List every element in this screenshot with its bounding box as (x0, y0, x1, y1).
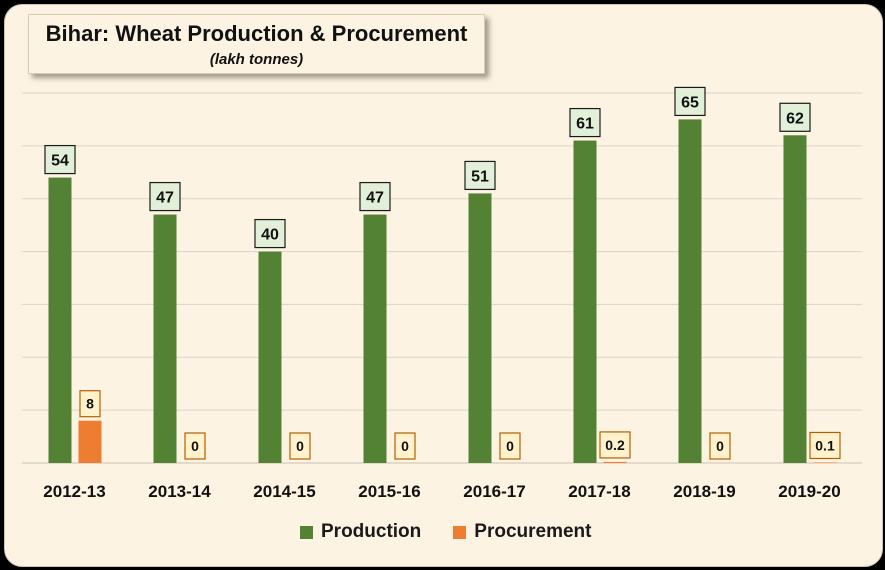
x-tick-label: 2013-14 (148, 482, 211, 501)
data-label-box-procurement (394, 432, 416, 460)
legend-item-procurement: Procurement (453, 521, 591, 543)
data-label-procurement: 0 (296, 438, 304, 454)
data-label-box-production (674, 86, 706, 117)
data-label-procurement: 0 (401, 438, 409, 454)
bar-production (468, 193, 492, 463)
x-tick-label: 2018-19 (673, 482, 735, 501)
chart-subtitle: (lakh tonnes) (209, 51, 304, 68)
data-label-procurement: 8 (86, 396, 94, 412)
data-label-procurement: 0 (191, 438, 199, 454)
data-label-box-procurement (709, 432, 731, 460)
data-label-procurement: 0 (716, 438, 724, 454)
data-label-production: 62 (786, 110, 804, 127)
x-tick-label: 2014-15 (253, 482, 315, 501)
chart-panel (4, 4, 883, 567)
bar-production (573, 140, 597, 464)
x-tick-label: 2016-17 (463, 482, 525, 501)
data-label-box-production (149, 181, 181, 212)
data-label-production: 51 (471, 168, 489, 185)
data-label-production: 47 (366, 190, 384, 207)
bar-production (783, 135, 807, 464)
bar-production (678, 119, 702, 463)
data-label-box-production (44, 144, 76, 175)
bar-production (153, 214, 177, 463)
data-label-production: 61 (576, 116, 594, 133)
data-label-production: 40 (261, 227, 279, 244)
data-label-production: 65 (681, 94, 699, 111)
x-tick-label: 2017-18 (568, 482, 630, 501)
data-label-box-production (254, 218, 286, 249)
x-tick-label: 2015-16 (358, 482, 420, 501)
data-label-box-production (779, 102, 811, 132)
legend-label-production: Production (321, 521, 422, 542)
data-label-box-procurement (499, 432, 521, 460)
data-label-procurement: 0.2 (605, 437, 625, 453)
legend-label-procurement: Procurement (474, 521, 592, 542)
data-label-production: 54 (51, 153, 69, 170)
data-label-procurement: 0.1 (815, 437, 835, 453)
bar-production (48, 177, 72, 464)
data-label-box-procurement (599, 431, 631, 459)
legend-swatch-procurement (453, 525, 467, 539)
x-tick-label: 2019-20 (778, 482, 840, 501)
data-label-box-production (359, 181, 391, 212)
legend-item-production: Production (300, 521, 421, 543)
chart-title: Bihar: Wheat Production & Procurement (45, 21, 468, 46)
data-label-box-procurement (79, 390, 101, 418)
data-label-box-production (569, 107, 601, 138)
data-label-box-procurement (289, 432, 311, 460)
legend-swatch-production (300, 525, 313, 539)
x-tick-label: 2012-13 (43, 482, 105, 501)
data-label-procurement: 0 (506, 438, 514, 454)
data-label-box-production (464, 160, 496, 191)
bar-procurement (78, 420, 102, 463)
chart-title-box: Bihar: Wheat Production & Procurement (l… (28, 14, 485, 74)
data-label-box-procurement (809, 431, 841, 460)
data-label-production: 47 (156, 190, 174, 207)
data-label-box-procurement (184, 432, 206, 460)
bar-procurement (813, 462, 837, 463)
bar-production (363, 214, 387, 463)
bar-production (258, 251, 282, 463)
legend: Production Procurement (300, 520, 623, 544)
bar-procurement (603, 461, 627, 463)
